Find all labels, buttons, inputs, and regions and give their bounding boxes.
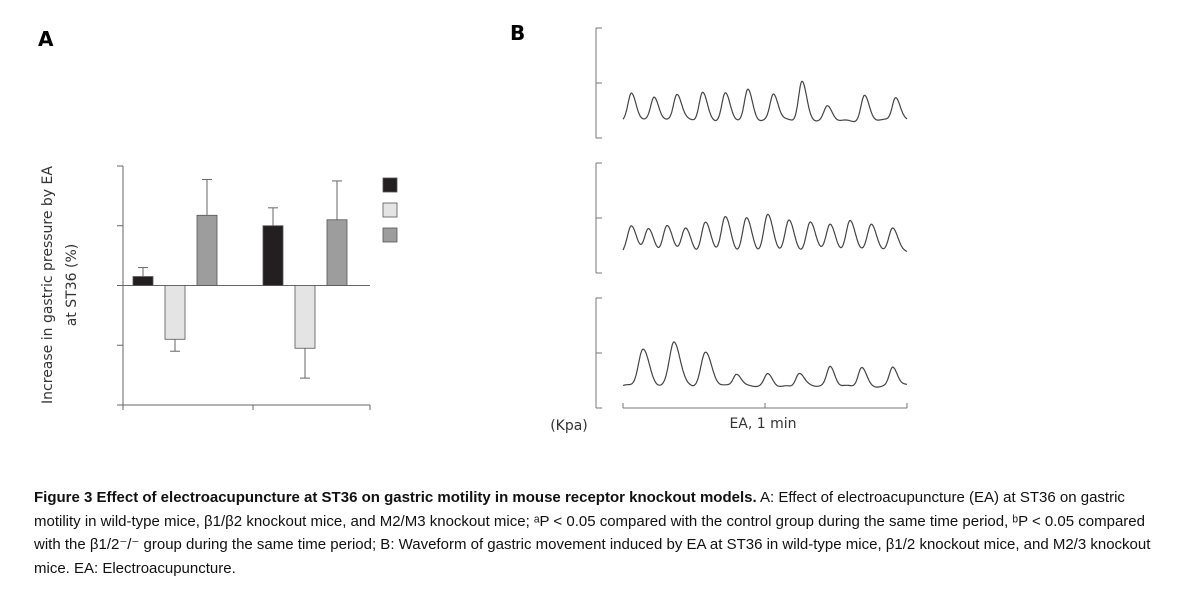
legend-swatch-2-3 <box>382 227 398 243</box>
bar-m2m3-ea30-60-s <box>294 285 316 349</box>
legend-swatch-control <box>382 177 398 193</box>
caption-text: A: Effect of electroacupuncture (EA) at … <box>34 489 1151 577</box>
waveform-trace-2-3 <box>622 213 908 252</box>
caption-title: Figure 3 Effect of electroacupuncture at… <box>34 489 757 506</box>
bar-2-3-ea30-60-s <box>326 219 348 286</box>
panel-a-bar-chart <box>117 165 398 410</box>
waveform-trace-control <box>622 80 908 123</box>
bar-control-ea0-30-s <box>132 276 154 286</box>
figure-3: A Increase in gastric pressure by EA at … <box>38 21 908 434</box>
bar-control-ea30-60-s <box>262 225 284 286</box>
legend-swatch-m2m3 <box>382 202 398 218</box>
bar-m2m3-ea0-30-s <box>164 285 186 340</box>
bar-2-3-ea0-30-s <box>196 214 218 286</box>
panel-b-xlabel: EA, 1 min <box>729 416 796 432</box>
panel-a-ylabel-line1: Increase in gastric pressure by EA <box>40 166 56 404</box>
figure-caption: Figure 3 Effect of electroacupuncture at… <box>34 486 1174 580</box>
panel-b-label: B <box>510 21 525 45</box>
panel-b-unit-label: (Kpa) <box>550 418 588 434</box>
panel-a-label: A <box>38 27 54 51</box>
panel-b-waveforms <box>595 27 908 409</box>
waveform-trace-m2m3 <box>622 341 908 388</box>
panel-a-ylabel-line2: at ST36 (%) <box>64 244 80 326</box>
